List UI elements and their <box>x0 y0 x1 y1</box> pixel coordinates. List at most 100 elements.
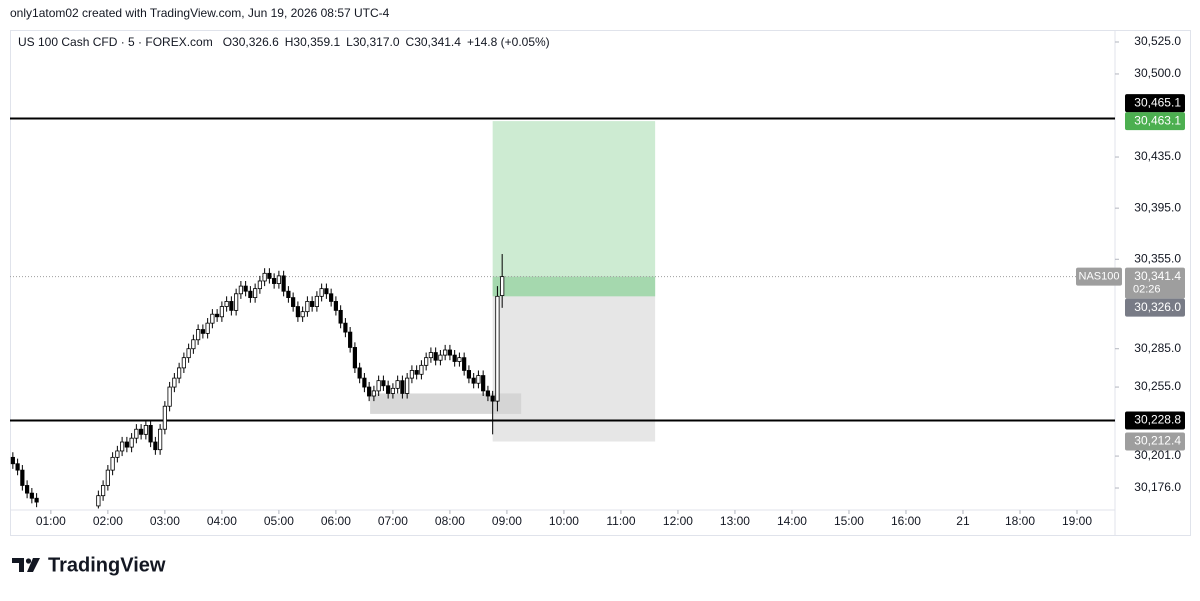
position-stop-label-box <box>1125 432 1185 451</box>
candle-body <box>409 370 415 379</box>
candle-body <box>376 380 381 392</box>
ohlc-label: L30,317.0 <box>346 35 400 49</box>
level-label: 30,228.8 <box>1134 413 1181 427</box>
candle-body <box>210 313 215 324</box>
candle-body <box>386 385 391 394</box>
candle-body <box>257 280 262 290</box>
x-tick-label: 16:00 <box>891 514 921 528</box>
credit: only1atom02 created with TradingView.com… <box>10 6 390 20</box>
candle-body <box>362 377 367 388</box>
current-price-box <box>1125 267 1185 299</box>
candle-body <box>25 485 30 494</box>
candle-body <box>181 357 186 369</box>
y-tick-label: 30,201.0 <box>1134 448 1181 462</box>
candle-body <box>224 301 229 307</box>
candle-body <box>20 469 25 486</box>
y-tick-label: 30,355.0 <box>1134 251 1181 265</box>
candle-body <box>338 309 343 324</box>
candle-body <box>305 301 310 313</box>
candle-body <box>390 387 396 394</box>
candle-body <box>177 367 182 379</box>
candle-body <box>447 349 453 356</box>
candle-body <box>96 495 101 507</box>
candle-body <box>139 428 144 435</box>
candle-body <box>101 485 106 497</box>
ohlc-label: O30,326.6 <box>223 35 279 49</box>
candle-body <box>310 301 315 307</box>
x-tick-label: 19:00 <box>1062 514 1092 528</box>
candle-body <box>452 354 457 362</box>
candle-body <box>333 301 338 311</box>
y-tick-label: 30,435.0 <box>1134 149 1181 163</box>
candle-body <box>172 377 177 388</box>
position-entry-label-box <box>1125 298 1185 317</box>
symbol-tag: NAS100 <box>1079 271 1120 283</box>
x-tick-label: 01:00 <box>36 514 66 528</box>
candle-body <box>272 278 277 284</box>
candle-body <box>438 354 443 361</box>
candle-body <box>300 311 305 318</box>
candle-body <box>433 352 438 361</box>
candle-body <box>129 437 134 448</box>
candle-body <box>105 469 110 486</box>
candle-body <box>286 290 291 299</box>
candle-body <box>219 306 224 318</box>
stop-zone <box>492 296 656 442</box>
candle-body <box>110 456 115 471</box>
position-target-label: 30,463.1 <box>1134 113 1181 127</box>
x-tick-label: 07:00 <box>378 514 408 528</box>
candle-body <box>319 288 324 297</box>
candle-body <box>215 313 220 318</box>
candle-body <box>34 497 39 503</box>
y-tick-label: 30,176.0 <box>1134 480 1181 494</box>
countdown: 02:26 <box>1133 284 1161 296</box>
candle-body <box>419 364 424 375</box>
candle-body <box>314 295 319 307</box>
candle-body <box>124 441 129 448</box>
y-tick-label: 30,285.0 <box>1134 341 1181 355</box>
candle-body <box>205 322 210 334</box>
x-tick-label: 21 <box>956 514 970 528</box>
level-label-box <box>1125 94 1185 113</box>
candle-body <box>343 322 348 333</box>
brand-logo <box>12 558 40 572</box>
position-entry-label: 30,326.0 <box>1134 300 1181 314</box>
candle-body <box>395 380 400 389</box>
candle-body <box>357 367 362 379</box>
x-tick-label: 12:00 <box>663 514 693 528</box>
candle-body <box>167 386 172 407</box>
candle-body <box>329 293 334 302</box>
candle-body <box>414 370 419 375</box>
x-tick-label: 09:00 <box>492 514 522 528</box>
candle-body <box>381 380 386 387</box>
candle-body <box>476 375 481 384</box>
candle-body <box>153 441 158 451</box>
candle-body <box>428 352 434 359</box>
candle-body <box>471 377 476 384</box>
candle-body <box>229 301 234 311</box>
candle-body <box>253 288 258 299</box>
candle-body <box>158 428 163 451</box>
candle-body <box>120 441 125 452</box>
range-zone <box>370 393 522 414</box>
x-tick-label: 10:00 <box>549 514 579 528</box>
y-tick-label: 30,395.0 <box>1134 200 1181 214</box>
candle-body <box>162 405 167 430</box>
candle-body <box>200 329 205 334</box>
candle-body <box>443 349 448 356</box>
x-tick-label: 03:00 <box>150 514 180 528</box>
candle-body <box>495 295 500 402</box>
x-tick-label: 06:00 <box>321 514 351 528</box>
candle-body <box>352 347 357 369</box>
candle-body <box>462 357 467 371</box>
candle-body <box>148 424 153 443</box>
candle-body <box>243 285 248 292</box>
current-price-label: 30,341.4 <box>1134 269 1181 283</box>
symbol-tag-box <box>1076 267 1122 286</box>
chart-frame <box>10 30 1191 536</box>
candle-body <box>500 276 505 296</box>
ohlc-label: C30,341.4 <box>406 35 462 49</box>
candle-body <box>238 285 243 295</box>
candle-body <box>457 357 462 362</box>
candle-body <box>481 375 486 392</box>
